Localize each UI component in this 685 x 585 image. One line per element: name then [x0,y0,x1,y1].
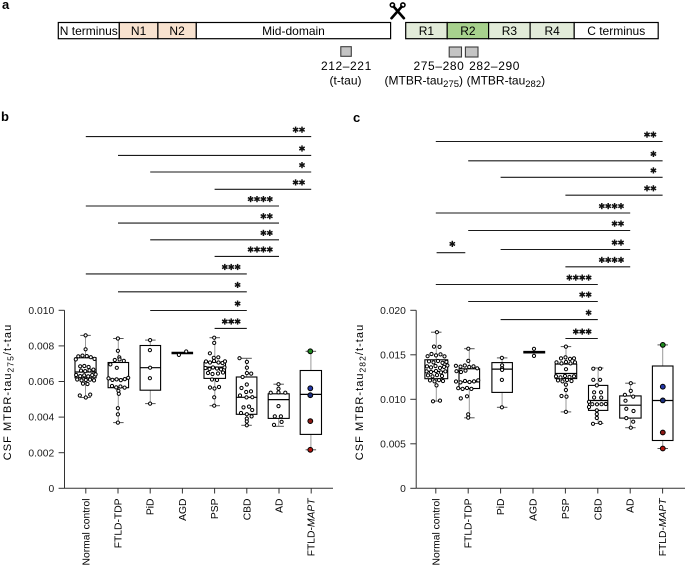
svg-text:R2: R2 [460,24,476,38]
svg-text:0.010: 0.010 [28,306,54,317]
svg-text:212–221: 212–221 [321,59,372,73]
svg-text:0.005: 0.005 [380,439,406,450]
svg-text:N2: N2 [169,24,185,38]
svg-text:PSP: PSP [561,498,572,519]
svg-text:PiD: PiD [146,499,157,516]
svg-text:FTLD-MAPT: FTLD-MAPT [658,498,669,556]
svg-text:PiD: PiD [496,499,507,516]
svg-text:(t-tau): (t-tau) [329,73,361,87]
svg-text:AD: AD [626,499,637,513]
svg-text:FTLD-TDP: FTLD-TDP [114,498,125,548]
svg-text:c: c [353,110,360,125]
svg-text:275–280: 275–280 [414,59,465,73]
svg-text:a: a [2,0,10,12]
svg-text:Normal control: Normal control [431,499,442,566]
svg-text:0.010: 0.010 [380,395,406,406]
svg-text:Mid-domain: Mid-domain [262,24,325,38]
svg-text:CSF MTBR-tau275/t-tau: CSF MTBR-tau275/t-tau [2,324,15,461]
svg-text:282–290: 282–290 [469,59,520,73]
svg-text:AGD: AGD [178,499,189,521]
svg-text:CBD: CBD [242,499,253,521]
svg-text:b: b [1,109,9,124]
svg-text:FTLD-TDP: FTLD-TDP [464,498,475,548]
svg-text:R1: R1 [419,24,435,38]
svg-text:0.020: 0.020 [380,306,406,317]
svg-text:0.006: 0.006 [28,377,54,388]
svg-text:CBD: CBD [593,499,604,521]
svg-text:R3: R3 [502,24,518,38]
svg-text:0: 0 [48,484,54,495]
svg-text:PSP: PSP [210,498,221,519]
svg-text:0.002: 0.002 [28,448,54,459]
svg-text:N terminus: N terminus [60,24,118,38]
svg-text:N1: N1 [131,24,147,38]
svg-text:0: 0 [400,484,406,495]
svg-text:0.008: 0.008 [28,342,54,353]
svg-text:AD: AD [275,499,286,513]
svg-text:Normal control: Normal control [81,499,92,566]
svg-text:CSF MTBR-tau282/t-tau: CSF MTBR-tau282/t-tau [354,324,367,461]
svg-text:R4: R4 [545,24,561,38]
svg-text:C terminus: C terminus [587,24,645,38]
svg-text:AGD: AGD [529,499,540,521]
svg-text:0.015: 0.015 [380,350,406,361]
svg-text:FTLD-MAPT: FTLD-MAPT [307,498,318,556]
svg-text:0.004: 0.004 [28,413,54,424]
